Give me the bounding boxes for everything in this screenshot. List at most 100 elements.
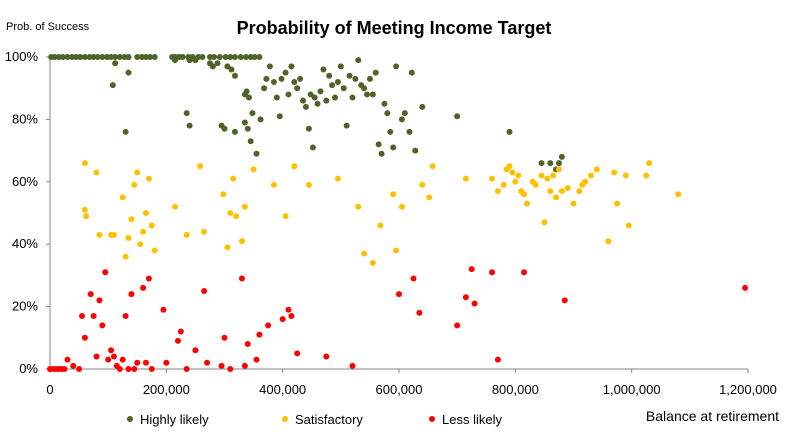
data-point: [186, 122, 193, 129]
data-point: [227, 54, 234, 60]
data-point: [209, 63, 216, 70]
data-point: [454, 113, 461, 120]
data-point: [343, 122, 350, 129]
data-point: [416, 309, 423, 316]
data-point: [151, 247, 158, 254]
data-point: [532, 181, 539, 188]
data-point: [201, 228, 208, 235]
data-point: [122, 128, 129, 135]
data-point: [355, 203, 362, 210]
data-point: [81, 334, 88, 341]
data-point: [148, 222, 155, 229]
data-point: [297, 75, 304, 82]
data-point: [282, 213, 289, 220]
data-point: [160, 306, 167, 313]
data-point: [108, 347, 115, 354]
data-point: [311, 94, 318, 101]
data-point: [221, 334, 228, 341]
data-point: [349, 362, 356, 369]
data-point: [243, 88, 250, 95]
data-point: [454, 322, 461, 329]
data-point: [249, 110, 256, 117]
data-point: [76, 366, 83, 372]
x-axis-label: Balance at retirement: [646, 408, 779, 424]
data-point: [125, 69, 132, 76]
data-point: [70, 362, 77, 369]
data-point: [547, 188, 554, 195]
data-point: [241, 119, 248, 126]
data-point: [334, 78, 341, 85]
data-point: [227, 366, 234, 372]
data-point: [521, 269, 528, 276]
data-point: [231, 54, 238, 60]
data-point: [323, 353, 330, 360]
data-point: [291, 163, 298, 170]
data-point: [221, 125, 228, 132]
data-point: [270, 181, 277, 188]
data-point: [605, 238, 612, 245]
data-point: [122, 253, 129, 260]
y-tick-label: 0%: [19, 361, 38, 376]
data-point: [163, 359, 170, 366]
data-point: [176, 54, 183, 60]
data-point: [334, 175, 341, 182]
data-point: [276, 113, 283, 120]
data-point: [186, 57, 193, 64]
x-tick-label: 200,000: [143, 382, 190, 397]
data-point: [81, 160, 88, 167]
data-point: [148, 366, 155, 372]
data-point: [332, 94, 339, 101]
data-point: [131, 181, 138, 188]
data-point: [369, 259, 376, 266]
y-tick-label: 100%: [5, 49, 39, 64]
data-point: [59, 54, 66, 60]
data-point: [77, 54, 84, 60]
data-point: [489, 175, 496, 182]
data-point: [317, 88, 324, 95]
data-point: [375, 141, 382, 148]
data-point: [81, 54, 88, 60]
data-point: [110, 353, 117, 360]
data-point: [471, 300, 478, 307]
data-point: [305, 181, 312, 188]
data-point: [142, 359, 149, 366]
legend-item: Highly likely: [127, 412, 209, 427]
data-point: [285, 91, 292, 98]
data-point: [611, 169, 618, 176]
data-point: [489, 269, 496, 276]
data-point: [183, 231, 190, 238]
data-point: [329, 82, 336, 89]
series-less-likely: [47, 266, 749, 372]
data-point: [412, 147, 419, 154]
data-point: [256, 54, 263, 60]
data-point: [273, 94, 280, 101]
data-point: [241, 203, 248, 210]
data-point: [291, 78, 298, 85]
data-point: [410, 275, 417, 282]
y-tick-label: 80%: [12, 111, 38, 126]
data-point: [309, 144, 316, 151]
data-point: [61, 366, 68, 372]
data-point: [393, 63, 400, 70]
data-point: [145, 175, 152, 182]
data-point: [426, 194, 433, 201]
data-point: [244, 341, 251, 348]
data-point: [401, 110, 408, 117]
data-point: [314, 100, 321, 107]
data-point: [125, 54, 132, 60]
data-point: [119, 194, 126, 201]
data-point: [174, 337, 181, 344]
data-point: [224, 244, 231, 251]
data-point: [214, 60, 221, 67]
data-point: [142, 210, 149, 216]
data-point: [228, 66, 235, 73]
data-point: [742, 284, 749, 291]
data-point: [468, 266, 475, 273]
series-highly-likely: [48, 54, 565, 173]
data-point: [381, 100, 388, 107]
data-point: [233, 213, 240, 220]
data-point: [570, 200, 577, 207]
data-point: [646, 160, 653, 167]
x-tick-label: 600,000: [376, 382, 423, 397]
y-tick-label: 40%: [12, 236, 38, 251]
